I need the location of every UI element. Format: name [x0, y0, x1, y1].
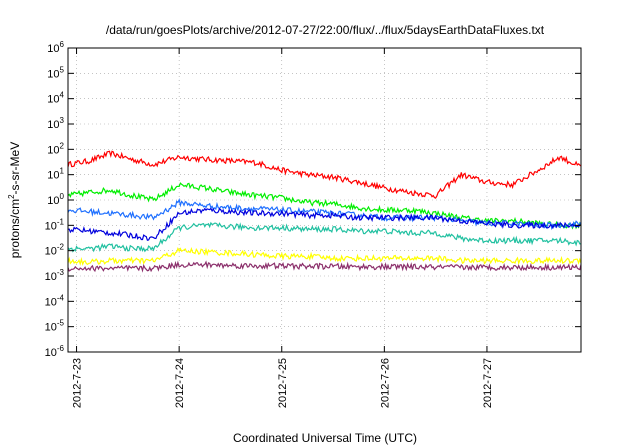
y-tick-label: 10-2: [45, 243, 65, 258]
series-line: [68, 207, 581, 241]
y-axis-title-base: protons/cm: [8, 199, 22, 258]
y-tick-label-exp: 1: [60, 167, 65, 176]
y-tick-label-base: 10: [47, 68, 59, 80]
y-axis: 10-610-510-410-310-210-11001011021031041…: [45, 40, 581, 359]
y-axis-title-sup: 2: [7, 194, 16, 199]
series-line: [68, 197, 581, 231]
series-line: [68, 260, 581, 273]
y-tick-label: 10-4: [45, 293, 65, 308]
series-line: [68, 221, 581, 253]
y-tick-label-exp: -6: [57, 344, 65, 353]
series-line: [68, 150, 581, 199]
y-tick-label-exp: -5: [57, 319, 65, 328]
y-tick-label: 10-3: [45, 268, 65, 283]
y-tick-label-exp: 0: [60, 192, 65, 201]
y-axis-title: protons/cm2-s-sr-MeV: [7, 142, 22, 258]
y-tick-label: 106: [47, 40, 64, 55]
y-tick-label-exp: -3: [57, 268, 65, 277]
y-tick-label-base: 10: [45, 220, 57, 232]
y-tick-label: 10-5: [45, 319, 65, 334]
y-axis-title-rest: -s-sr-MeV: [8, 142, 22, 195]
y-tick-label: 10-6: [45, 344, 65, 359]
y-tick-label: 100: [47, 192, 64, 207]
y-tick-label-base: 10: [47, 43, 59, 55]
y-tick-label-exp: -1: [57, 217, 65, 226]
x-axis: 2012-7-23 2012-7-24 2012-7-25 2012-7-26 2012…: [72, 48, 494, 408]
y-tick-label-exp: -4: [57, 293, 65, 302]
x-tick-label: 2012-7-26: [379, 358, 391, 408]
y-tick-label-base: 10: [47, 170, 59, 182]
x-tick-label: 2012-7-24: [174, 358, 186, 408]
y-tick-label: 102: [47, 141, 64, 156]
y-tick-label-exp: 4: [60, 91, 65, 100]
y-tick-label: 10-1: [45, 217, 65, 232]
x-tick-label: 2012-7-27: [482, 358, 494, 408]
series-line: [68, 182, 581, 230]
x-axis-title: Coordinated Universal Time (UTC): [233, 431, 417, 445]
x-tick-label: 2012-7-25: [277, 358, 289, 408]
y-tick-label-base: 10: [45, 347, 57, 359]
y-tick-label: 105: [47, 65, 64, 80]
y-tick-label: 103: [47, 116, 64, 131]
grid-lines: [68, 48, 581, 352]
y-tick-label-exp: 6: [60, 40, 65, 49]
y-tick-label-exp: -2: [57, 243, 65, 252]
series-line: [68, 246, 581, 266]
y-tick-label: 104: [47, 91, 64, 106]
chart-title: /data/run/goesPlots/archive/2012-07-27/2…: [106, 23, 545, 37]
x-tick-label: 2012-7-23: [72, 358, 84, 408]
y-tick-label-base: 10: [47, 119, 59, 131]
y-tick-label-base: 10: [47, 94, 59, 106]
y-tick-label-exp: 3: [60, 116, 65, 125]
y-tick-label-base: 10: [45, 322, 57, 334]
y-tick-label-exp: 2: [60, 141, 65, 150]
y-tick-label-exp: 5: [60, 65, 65, 74]
y-tick-label-base: 10: [45, 271, 57, 283]
y-tick-label: 101: [47, 167, 64, 182]
y-tick-label-base: 10: [45, 296, 57, 308]
y-tick-label-base: 10: [45, 246, 57, 258]
y-tick-label-base: 10: [47, 144, 59, 156]
y-tick-label-base: 10: [47, 195, 59, 207]
plot-area: [68, 150, 581, 273]
